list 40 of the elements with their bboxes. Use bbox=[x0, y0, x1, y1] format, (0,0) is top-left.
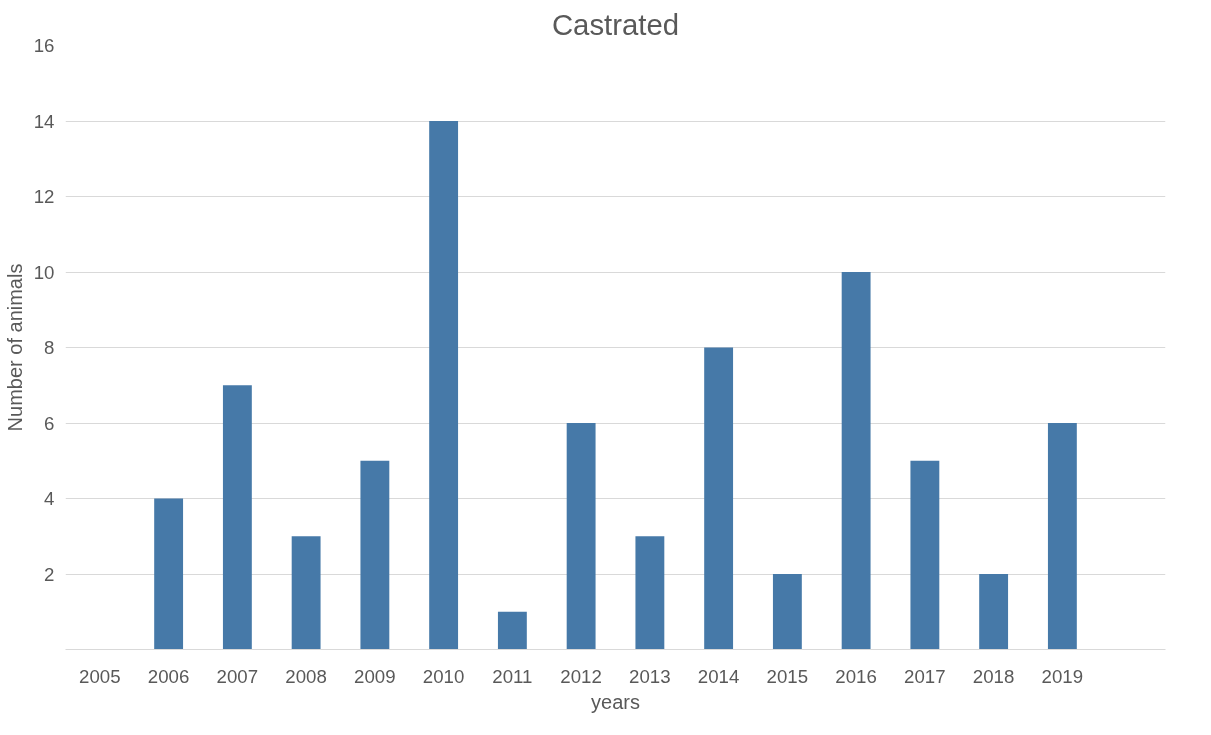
y-tick-label: 4 bbox=[44, 488, 55, 509]
chart-title: Castrated bbox=[551, 7, 680, 41]
bar bbox=[704, 347, 734, 650]
bar bbox=[291, 536, 321, 650]
x-tick-label: 2016 bbox=[835, 665, 877, 687]
x-tick-label: 2014 bbox=[697, 665, 740, 687]
bar bbox=[360, 460, 390, 650]
bar bbox=[910, 460, 940, 650]
x-tick-label: 2017 bbox=[904, 665, 946, 687]
y-tick-label: 12 bbox=[33, 186, 55, 207]
bar bbox=[222, 385, 252, 650]
x-tick-label: 2018 bbox=[972, 665, 1015, 687]
y-tick-label: 2 bbox=[44, 563, 55, 585]
x-tick-label: 2011 bbox=[492, 665, 533, 687]
x-tick-label: 2008 bbox=[285, 665, 327, 687]
x-tick-label: 2006 bbox=[147, 665, 190, 687]
x-tick-label: 2013 bbox=[629, 665, 671, 687]
bar bbox=[566, 423, 596, 650]
y-tick-label: 10 bbox=[33, 261, 55, 283]
y-tick-label: 6 bbox=[44, 412, 55, 434]
bar bbox=[154, 498, 184, 650]
y-tick-label: 8 bbox=[44, 337, 55, 358]
x-tick-label: 2009 bbox=[354, 665, 396, 687]
bar bbox=[979, 574, 1009, 650]
x-tick-label: 2005 bbox=[79, 665, 121, 687]
y-tick-label: 16 bbox=[33, 35, 55, 56]
bar bbox=[841, 272, 871, 650]
bar bbox=[635, 536, 665, 650]
y-axis-title: Number of animals bbox=[3, 263, 26, 432]
bar bbox=[772, 574, 802, 650]
x-axis-title: years bbox=[591, 690, 640, 713]
x-tick-label: 2012 bbox=[560, 665, 602, 687]
y-tick-label: 14 bbox=[33, 110, 55, 132]
bar bbox=[1047, 423, 1077, 650]
bar bbox=[497, 611, 527, 650]
bar bbox=[429, 121, 459, 650]
x-tick-label: 2015 bbox=[766, 665, 809, 687]
x-tick-label: 2019 bbox=[1041, 665, 1084, 687]
x-tick-label: 2010 bbox=[422, 665, 465, 687]
x-tick-label: 2007 bbox=[216, 665, 259, 687]
